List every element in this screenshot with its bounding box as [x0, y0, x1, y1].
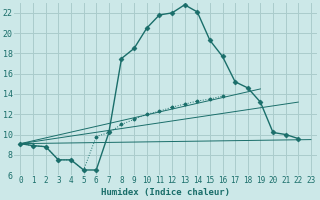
X-axis label: Humidex (Indice chaleur): Humidex (Indice chaleur)	[101, 188, 230, 197]
